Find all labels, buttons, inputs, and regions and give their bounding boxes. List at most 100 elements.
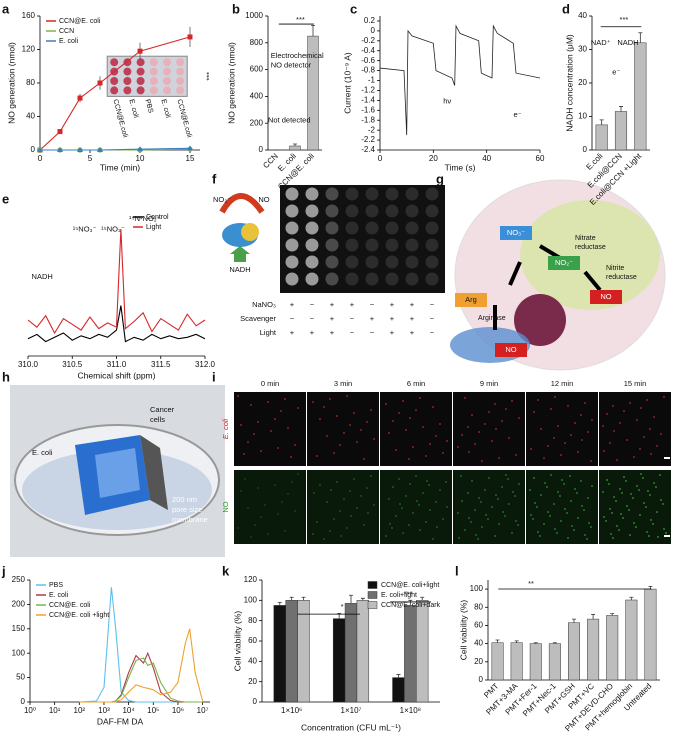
photo-label: cells [150, 415, 165, 424]
condition-sign: + [390, 328, 395, 337]
speck [626, 505, 628, 507]
blot-dot [385, 221, 399, 235]
annotation: *** [404, 590, 413, 599]
bar [510, 642, 523, 681]
speck [657, 536, 659, 538]
speck [609, 508, 611, 510]
bar [332, 618, 346, 703]
blot-dot [365, 187, 379, 201]
speck [613, 496, 615, 498]
x-tick-label: 10¹ [49, 706, 61, 715]
speck [646, 531, 648, 533]
speck [533, 477, 535, 479]
blot-dot [305, 204, 319, 218]
error-bar [277, 601, 282, 606]
blot-dot [285, 204, 299, 218]
speck [313, 492, 315, 494]
speck [610, 533, 612, 535]
speck [590, 460, 592, 462]
inset-label: E. coli [127, 99, 139, 120]
speck [363, 524, 365, 526]
speck [534, 502, 536, 504]
speck [532, 518, 534, 520]
speck [584, 534, 586, 536]
speck [518, 417, 520, 419]
speck [409, 417, 411, 419]
inset-well [110, 58, 119, 67]
blot-dot [325, 272, 339, 286]
arrow [583, 270, 602, 292]
speck [398, 478, 400, 480]
speck [319, 418, 321, 420]
speck [497, 498, 499, 500]
speck [446, 506, 448, 508]
error-bar [311, 24, 315, 37]
diagram-label: Nitrite [606, 265, 624, 272]
x-axis-label: Time (s) [445, 162, 476, 172]
speck [336, 481, 338, 483]
speck [291, 481, 293, 483]
speck [660, 499, 662, 501]
speck [602, 425, 604, 427]
speck [517, 524, 519, 526]
legend-label: E. coli+light [381, 592, 417, 599]
error-bar [349, 594, 353, 604]
speck [573, 529, 575, 531]
speck [512, 491, 514, 493]
speck [603, 516, 605, 518]
bar [529, 643, 542, 681]
speck [570, 500, 572, 502]
blot-image [280, 185, 445, 293]
speck [356, 507, 358, 509]
no3-box [500, 226, 532, 240]
speck [656, 511, 658, 513]
micrograph [307, 470, 379, 544]
speck [553, 503, 555, 505]
condition-sign: − [430, 328, 435, 337]
y-tick-label: -1.4 [361, 95, 375, 104]
speck [567, 405, 569, 407]
speck [419, 397, 421, 399]
marker [37, 147, 43, 152]
y-tick-label: 150 [12, 624, 26, 633]
speck [353, 412, 355, 414]
diagram-label: NO₂⁻ [555, 258, 573, 267]
speck [530, 448, 532, 450]
diagram-label: Arginase [478, 315, 506, 322]
series-line [79, 651, 203, 703]
time-label: 0 min [261, 379, 279, 388]
marker [77, 95, 83, 101]
bar [344, 603, 358, 703]
speck [612, 537, 614, 539]
condition-label: Scavenger [240, 314, 276, 323]
x-tick-label: 40 [482, 154, 491, 163]
speck [373, 438, 375, 440]
speck [458, 537, 460, 539]
speck [244, 478, 246, 480]
speck [333, 452, 335, 454]
inset-label: CCN@E.coli [111, 99, 128, 139]
blot-dot [345, 255, 359, 269]
y-tick-label: 10 [578, 112, 587, 121]
speck [243, 453, 245, 455]
panel-label: l [455, 563, 459, 578]
speck [237, 395, 239, 397]
y-tick-label: 60 [248, 636, 257, 645]
blot-dot [305, 272, 319, 286]
speck [346, 395, 348, 397]
speck [511, 532, 513, 534]
y-tick-label: -1.2 [361, 86, 375, 95]
series-line [27, 305, 206, 343]
panel-label: c [350, 1, 357, 16]
speck [487, 518, 489, 520]
speck [587, 497, 589, 499]
speck [629, 534, 631, 536]
inset-well [149, 67, 158, 76]
speck [536, 506, 538, 508]
speck [583, 509, 585, 511]
legend-swatch [367, 581, 378, 589]
x-tick-label: 20 [429, 154, 438, 163]
blot-dot [285, 187, 299, 201]
diagram-label: reductase [606, 274, 637, 281]
speck [360, 429, 362, 431]
